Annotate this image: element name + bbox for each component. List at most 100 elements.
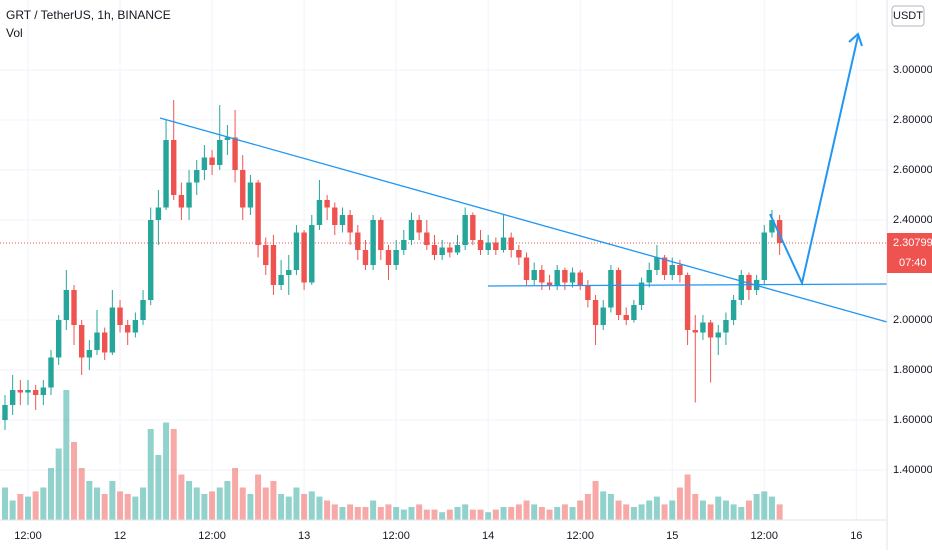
volume-bar <box>331 504 338 520</box>
candle-body <box>2 405 8 420</box>
candle-body <box>140 300 146 320</box>
candle-body <box>623 315 629 320</box>
volume-bar <box>776 504 783 520</box>
volume-bar <box>584 494 591 520</box>
candle-body <box>638 282 645 305</box>
volume-bar <box>730 504 737 520</box>
candle-body <box>224 137 231 140</box>
volume-bar <box>178 474 185 520</box>
volume-bar <box>124 494 131 520</box>
candle-body <box>646 270 652 283</box>
y-tick-label: 1.80000 <box>893 364 932 376</box>
volume-bar <box>270 481 277 520</box>
x-tick-label: 12:00 <box>382 530 410 542</box>
candle-body <box>148 220 154 300</box>
candle-body <box>761 232 767 280</box>
volume-bar <box>370 500 377 520</box>
candle-body <box>746 275 752 290</box>
volume-bar <box>55 448 62 520</box>
candle-body <box>738 275 744 300</box>
candle-body <box>9 390 16 405</box>
candle-body <box>247 182 254 208</box>
y-tick-label: 1.60000 <box>893 414 932 426</box>
candle-body <box>370 220 376 265</box>
volume-bar <box>699 500 706 520</box>
candle-body <box>546 282 553 285</box>
volume-bar <box>646 500 653 520</box>
x-tick-label: 13 <box>298 530 310 542</box>
candle-body <box>485 242 491 250</box>
volume-bar <box>761 491 768 520</box>
volume-bar <box>492 509 499 520</box>
candle-body <box>125 325 131 333</box>
volume-bar <box>40 487 47 520</box>
volume-bar <box>163 422 170 520</box>
volume-bar <box>117 491 124 520</box>
volume-bar <box>86 481 93 520</box>
candle-body <box>270 245 277 285</box>
volume-bar <box>523 500 530 520</box>
volume-bar <box>324 500 331 520</box>
candle-body <box>339 215 346 225</box>
volume-bar <box>546 509 553 520</box>
volume-bar <box>469 509 476 520</box>
x-tick-label: 12:00 <box>751 530 779 542</box>
candle-body <box>101 332 108 353</box>
candle-body <box>416 220 422 233</box>
candle-body <box>677 265 683 275</box>
candle-body <box>393 250 399 265</box>
arrow-head <box>848 32 863 47</box>
candle-body <box>32 390 39 395</box>
volume-bar <box>32 491 39 520</box>
candle-body <box>117 307 123 325</box>
drawings <box>159 32 888 323</box>
trend-line <box>159 117 888 323</box>
candle-body <box>63 290 70 320</box>
candle-body <box>71 290 77 325</box>
volume-bar <box>48 468 55 520</box>
volume-bar <box>669 500 676 520</box>
volume-bar <box>676 487 683 520</box>
candle-body <box>684 275 691 330</box>
candle-body <box>17 390 24 393</box>
support-line <box>487 283 888 287</box>
currency-box[interactable] <box>891 5 925 27</box>
candle-body <box>600 307 606 325</box>
candle-body <box>585 285 591 300</box>
volume-bar <box>745 500 752 520</box>
volume-bar <box>308 491 315 520</box>
volume-layer <box>1 390 783 520</box>
candle-body <box>477 240 484 250</box>
volume-bar <box>753 494 760 520</box>
volume-bar <box>301 494 308 520</box>
candle-body <box>309 225 315 283</box>
candle-body <box>615 270 622 315</box>
volume-bar <box>439 512 446 520</box>
volume-bar <box>661 504 668 520</box>
volume-bar <box>577 500 584 520</box>
volume-bar <box>78 468 85 520</box>
y-tick-label: 3.00000 <box>893 64 932 76</box>
volume-bar <box>385 504 392 520</box>
candle-body <box>516 250 522 258</box>
volume-bar <box>408 507 415 520</box>
candle-body <box>362 250 369 265</box>
candle-layer <box>2 100 783 430</box>
volume-bar <box>515 504 522 520</box>
volume-bar <box>347 504 354 520</box>
candle-body <box>255 182 261 245</box>
volume-bar <box>446 509 453 520</box>
volume-bar <box>684 474 691 520</box>
volume-bar <box>186 481 193 520</box>
candle-body <box>240 170 246 208</box>
volume-bar <box>255 474 262 520</box>
y-tick-label: 2.40000 <box>893 214 932 226</box>
candle-body <box>562 270 568 283</box>
candle-body <box>776 220 783 244</box>
volume-bar <box>692 494 699 520</box>
candle-body <box>447 247 453 253</box>
y-tick-label: 2.60000 <box>893 164 932 176</box>
y-tick-label: 1.40000 <box>893 464 932 476</box>
volume-bar <box>569 507 576 520</box>
candle-body <box>508 237 514 250</box>
